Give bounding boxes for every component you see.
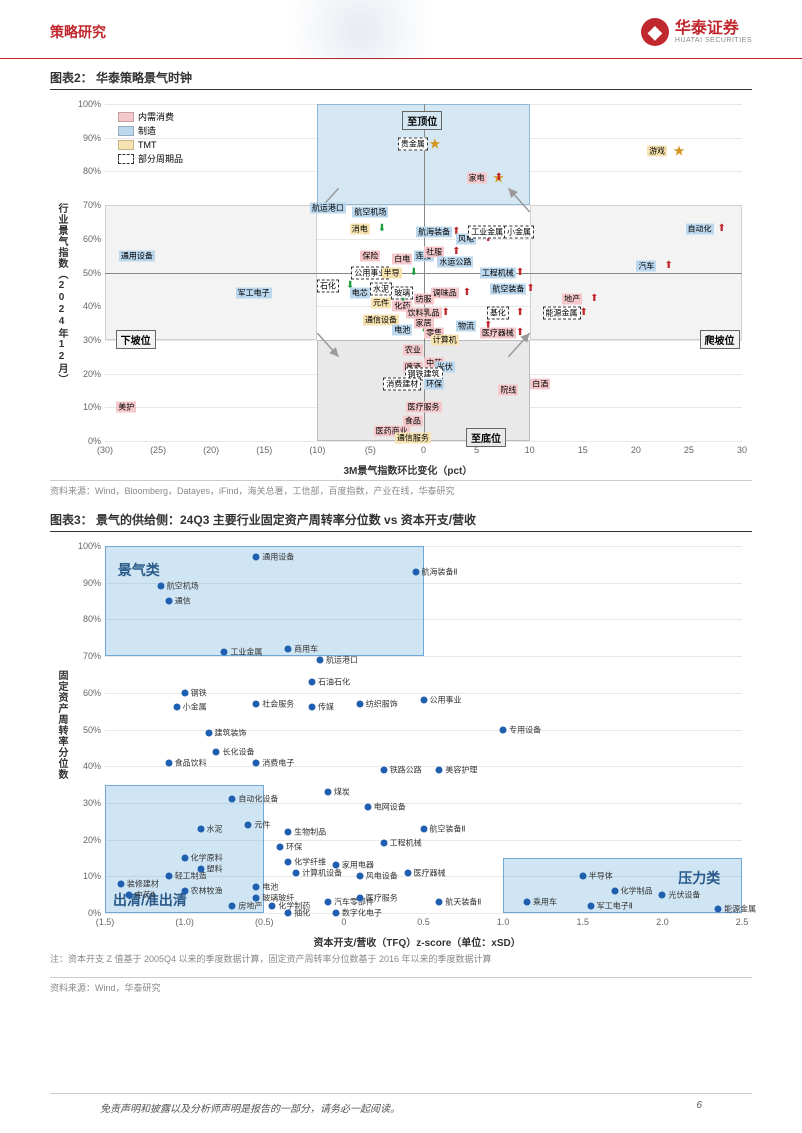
- page-number: 6: [696, 1100, 702, 1115]
- figure2-source: 资料来源：Wind，Bloomberg，Datayes，iFind，海关总署，工…: [50, 480, 752, 497]
- page-footer: 免责声明和披露以及分析师声明是报告的一部分，请务必一起阅读。 6: [50, 1093, 752, 1115]
- figure3-title: 图表3： 景气的供给侧：24Q3 主要行业固定资产周转率分位数 vs 资本开支/…: [50, 511, 752, 532]
- brand-logo: ◆ 华泰证券 HUATAI SECURITIES: [641, 18, 752, 46]
- logo-icon: ◆: [641, 18, 669, 46]
- logo-en: HUATAI SECURITIES: [675, 37, 752, 44]
- figure3-note: 注：资本开支 Z 值基于 2005Q4 以来的季度数据计算，固定资产周转率分位数…: [50, 952, 752, 965]
- page-header: 策略研究 ◆ 华泰证券 HUATAI SECURITIES: [0, 0, 802, 59]
- figure2-title: 图表2： 华泰策略景气时钟: [50, 69, 752, 90]
- chart2-supply-scatter: 0%10%20%30%40%50%60%70%80%90%100%(1.5)(1…: [50, 538, 752, 948]
- figure3-source: 资料来源：Wind，华泰研究: [50, 977, 752, 994]
- chart1-clock-scatter: 0%10%20%30%40%50%60%70%80%90%100%(30)(25…: [50, 96, 752, 476]
- footer-disclaimer: 免责声明和披露以及分析师声明是报告的一部分，请务必一起阅读。: [100, 1100, 400, 1115]
- doc-category: 策略研究: [50, 22, 106, 42]
- logo-cn: 华泰证券: [675, 21, 752, 37]
